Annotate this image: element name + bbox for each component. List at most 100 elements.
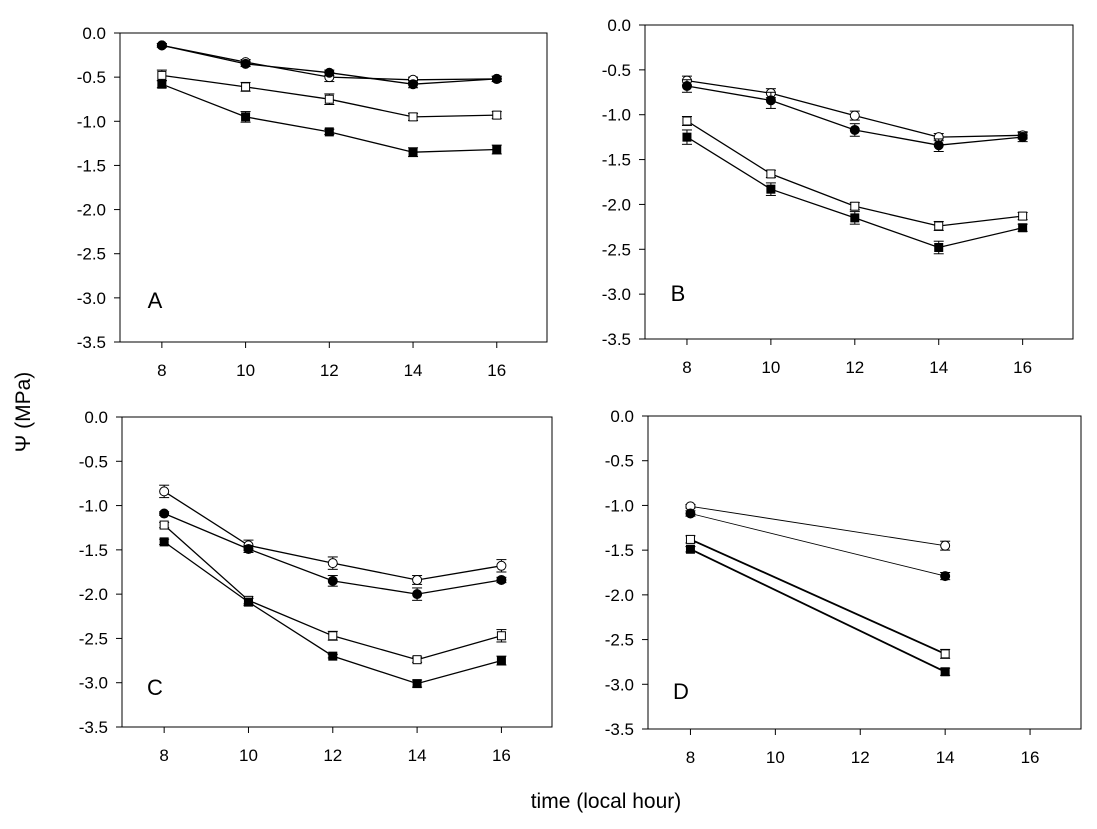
data-point-circle bbox=[324, 67, 335, 78]
data-point-circle bbox=[240, 58, 251, 69]
data-point-square bbox=[241, 82, 251, 92]
y-tick-label: -2.5 bbox=[605, 631, 634, 650]
series-line bbox=[690, 538, 946, 655]
y-tick-label: -3.0 bbox=[602, 285, 631, 304]
y-tick-label: -0.5 bbox=[602, 61, 631, 80]
data-point-circle bbox=[849, 110, 860, 121]
data-point-square bbox=[328, 651, 338, 661]
y-tick-label: -0.5 bbox=[79, 452, 108, 471]
panel-label: A bbox=[148, 288, 163, 313]
x-tick-label: 14 bbox=[929, 358, 948, 377]
x-tick-label: 14 bbox=[404, 361, 423, 380]
y-tick-label: -2.5 bbox=[602, 240, 631, 259]
x-tick-label: 16 bbox=[1013, 358, 1032, 377]
data-point-square bbox=[408, 147, 418, 157]
y-tick-label: -0.5 bbox=[605, 452, 634, 471]
y-tick-label: -1.0 bbox=[77, 112, 106, 131]
data-point-square bbox=[934, 242, 944, 252]
data-point-circle bbox=[491, 73, 502, 84]
data-point-circle bbox=[159, 486, 170, 497]
y-tick-label: -2.0 bbox=[602, 195, 631, 214]
panel-d: -3.5 -3.0 -2.5 -2.0 -1.5 -1.0 -0.5 0.0 8 10 12 14 16… bbox=[605, 407, 1082, 767]
data-point-square bbox=[1018, 211, 1028, 221]
plot-frame bbox=[644, 24, 1074, 340]
data-point-circle bbox=[156, 40, 167, 51]
x-tick-label: 8 bbox=[157, 361, 166, 380]
data-point-square bbox=[324, 94, 334, 104]
y-tick-label: -3.5 bbox=[605, 720, 634, 739]
x-tick-label: 8 bbox=[682, 358, 691, 377]
x-tick-label: 16 bbox=[492, 746, 511, 765]
y-tick-label: -3.5 bbox=[602, 330, 631, 349]
y-tick-label: -0.5 bbox=[77, 68, 106, 87]
data-point-circle bbox=[681, 81, 692, 92]
data-point-square bbox=[243, 597, 253, 607]
data-point-square bbox=[682, 132, 692, 142]
data-point-square bbox=[850, 213, 860, 223]
data-point-square bbox=[492, 145, 502, 155]
panel-c: -3.5 -3.0 -2.5 -2.0 -1.5 -1.0 -0.5 0.0 8 10 12 14 16… bbox=[79, 408, 553, 765]
data-point-square bbox=[940, 667, 950, 677]
x-tick-label: 16 bbox=[487, 361, 506, 380]
panel-label: B bbox=[671, 281, 686, 306]
plot-frame bbox=[647, 415, 1082, 730]
data-point-square bbox=[412, 655, 422, 665]
x-axis-title: time (local hour) bbox=[531, 790, 682, 813]
y-axis-title: Ψ (MPa) bbox=[12, 372, 35, 453]
data-point-circle bbox=[1017, 132, 1028, 143]
y-tick-label: -3.0 bbox=[79, 674, 108, 693]
y-tick-label: -1.5 bbox=[77, 156, 106, 175]
x-tick-label: 16 bbox=[1021, 748, 1040, 767]
data-point-square bbox=[241, 112, 251, 122]
x-tick-label: 8 bbox=[686, 748, 695, 767]
x-tick-label: 14 bbox=[408, 746, 427, 765]
data-point-circle bbox=[496, 574, 507, 585]
panel-label: C bbox=[147, 675, 163, 700]
data-point-square bbox=[159, 537, 169, 547]
plot-frame bbox=[121, 416, 553, 728]
y-tick-label: 0.0 bbox=[82, 24, 106, 43]
panels-group: -3.5 -3.0 -2.5 -2.0 -1.5 -1.0 -0.5 0.0 8 10 12 14 16… bbox=[77, 16, 1082, 767]
x-tick-label: 12 bbox=[851, 748, 870, 767]
plot-frame bbox=[119, 32, 548, 343]
y-tick-label: -1.5 bbox=[605, 541, 634, 560]
data-point-circle bbox=[408, 79, 419, 90]
data-point-circle bbox=[243, 543, 254, 554]
series-line bbox=[686, 136, 1023, 249]
data-point-circle bbox=[327, 558, 338, 569]
data-point-circle bbox=[685, 508, 696, 519]
data-point-square bbox=[1018, 223, 1028, 233]
x-tick-label: 10 bbox=[761, 358, 780, 377]
data-point-square bbox=[496, 631, 506, 641]
data-point-square bbox=[157, 79, 167, 89]
y-tick-label: -2.0 bbox=[605, 586, 634, 605]
data-point-square bbox=[496, 656, 506, 666]
data-point-square bbox=[328, 631, 338, 641]
y-tick-label: -3.0 bbox=[605, 675, 634, 694]
x-tick-label: 8 bbox=[159, 746, 168, 765]
series-line bbox=[690, 548, 946, 673]
y-tick-label: -1.0 bbox=[605, 496, 634, 515]
data-point-square bbox=[940, 649, 950, 659]
data-point-square bbox=[408, 112, 418, 122]
data-point-square bbox=[766, 169, 776, 179]
data-point-square bbox=[159, 520, 169, 530]
y-tick-label: 0.0 bbox=[84, 408, 108, 427]
data-point-circle bbox=[412, 589, 423, 600]
data-point-square bbox=[412, 679, 422, 689]
y-tick-label: -2.0 bbox=[79, 585, 108, 604]
y-tick-label: -1.5 bbox=[602, 151, 631, 170]
x-tick-label: 10 bbox=[239, 746, 258, 765]
data-point-square bbox=[682, 116, 692, 126]
y-tick-label: -1.0 bbox=[79, 497, 108, 516]
panel-a: -3.5 -3.0 -2.5 -2.0 -1.5 -1.0 -0.5 0.0 8 10 12 14 16… bbox=[77, 24, 548, 380]
y-tick-label: -1.0 bbox=[602, 106, 631, 125]
data-point-square bbox=[685, 534, 695, 544]
x-tick-label: 12 bbox=[323, 746, 342, 765]
y-tick-label: -3.0 bbox=[77, 289, 106, 308]
data-point-circle bbox=[849, 124, 860, 135]
data-point-circle bbox=[159, 508, 170, 519]
y-tick-label: -2.5 bbox=[77, 245, 106, 264]
data-point-circle bbox=[412, 574, 423, 585]
